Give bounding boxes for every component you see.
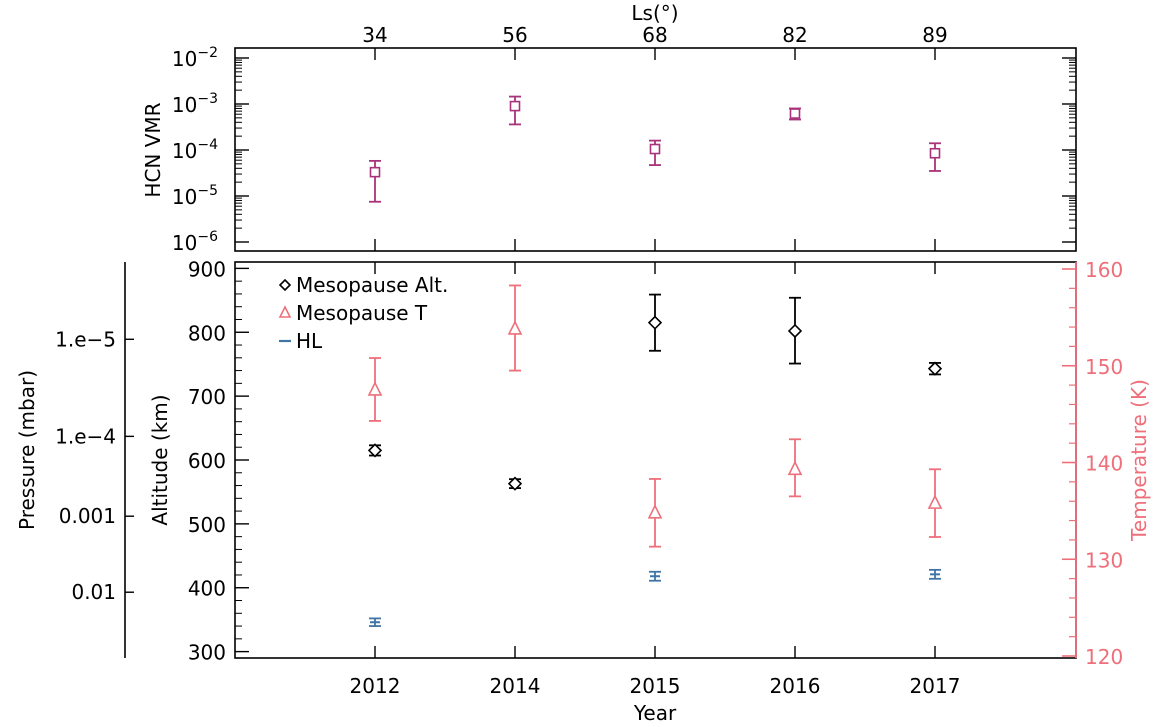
year-axis: 2012 2014 2015 2016 2017 [350,262,961,698]
hcn-marker [509,100,521,112]
triangle-marker [787,460,803,476]
triangle-marker [647,504,663,519]
hcn-point [649,139,661,166]
altitude-tick-label: 300 [188,641,226,665]
legend-item: Mesopause Alt. [278,273,448,297]
mesopause-temperature-point [507,284,523,372]
hl-point [649,570,661,582]
ls-tick-label: 82 [782,23,807,47]
hcn-panel: 10−2 10−3 10−4 10−5 10−6 34 56 68 82 89 Ls(°) HC… [141,1,1077,255]
year-tick-label: 2012 [350,674,401,698]
year-tick-label: 2017 [910,674,961,698]
hcn-y-tick-label: 10−4 [172,137,218,163]
legend-diamond-marker [278,278,292,292]
ls-axis-title: Ls(°) [631,1,678,25]
temperature-tick-label: 130 [1085,548,1123,572]
hcn-marker [929,147,941,159]
legend-item: HL [279,329,323,353]
ls-tick-label: 34 [362,23,387,47]
hcn-y-tick-label: 10−3 [172,91,218,117]
hcn-y-tick-label: 10−6 [172,229,218,255]
mesopause-temperature-point [927,468,943,538]
temperature-axis-title: Temperature (K) [1127,379,1151,542]
hcn-point [929,142,941,172]
hl-point [369,617,381,627]
altitude-axis-title: Altitude (km) [148,394,172,525]
ls-tick-label: 56 [502,23,527,47]
year-tick-label: 2016 [770,674,821,698]
altitude-tick-label: 600 [188,449,226,473]
diamond-marker [787,323,803,339]
altitude-tick-label: 800 [188,321,226,345]
hcn-y-tick-labels: 10−2 10−3 10−4 10−5 10−6 [172,45,218,255]
temperature-tick-label: 120 [1085,645,1123,669]
legend-label: Mesopause Alt. [296,273,448,297]
mesopause-altitude-point [647,293,663,352]
pressure-tick-label: 0.01 [71,580,116,604]
altitude-axis: 300 400 500 600 700 800 900 [188,257,249,665]
mesopause-altitude-point [927,361,943,376]
altitude-tick-label: 900 [188,257,226,281]
hcn-point [789,107,801,121]
legend-label: Mesopause T [296,301,428,325]
legend-triangle-marker [278,305,292,318]
temperature-tick-label: 160 [1085,258,1123,282]
hcn-tick-marks [235,48,1076,251]
altitude-tick-label: 700 [188,385,226,409]
hcn-y-tick-label: 10−2 [172,45,218,71]
mesopause-altitude-point [367,443,383,458]
year-tick-label: 2015 [630,674,681,698]
diamond-marker [367,443,383,458]
diamond-marker [507,476,523,491]
mesopause-altitude-point [507,476,523,491]
hcn-y-tick-label: 10−5 [172,183,218,209]
hcn-y-axis-title: HCN VMR [141,102,165,197]
mesopause-temperature-point [367,357,383,422]
mesopause-temperature-point [787,438,803,498]
temperature-tick-label: 150 [1085,355,1123,379]
mesopause-temperature-point [647,478,663,548]
triangle-marker [367,381,383,396]
mesopause-series [367,284,943,627]
pressure-tick-label: 1.e−5 [55,327,116,351]
ls-tick-label: 89 [922,23,947,47]
altitude-tick-label: 500 [188,513,226,537]
hcn-marker [369,166,381,178]
altitude-tick-label: 400 [188,577,226,601]
pressure-tick-label: 0.001 [59,504,116,528]
triangle-marker [507,320,523,335]
mesopause-panel: 300 400 500 600 700 800 900 120 130 140 150 160 1.… [15,257,1151,725]
hcn-marker [649,143,661,155]
pressure-tick-label: 1.e−4 [55,424,116,448]
hcn-series [369,95,941,203]
diamond-marker [647,315,663,330]
ls-tick-label: 68 [642,23,667,47]
hl-point [929,568,941,580]
temperature-tick-label: 140 [1085,452,1123,476]
pressure-axis: 1.e−5 1.e−4 0.001 0.01 [55,262,134,658]
temperature-axis: 120 130 140 150 160 [1062,258,1123,669]
ls-tick-labels: 34 56 68 82 89 [362,23,947,47]
year-axis-title: Year [633,701,677,725]
diamond-marker [927,361,943,376]
legend-label: HL [296,329,323,353]
hcn-marker [789,108,801,119]
legend: Mesopause Alt. Mesopause T HL [278,273,448,353]
mesopause-altitude-point [787,296,803,365]
year-tick-label: 2014 [490,674,541,698]
triangle-marker [927,494,943,509]
legend-item: Mesopause T [278,301,428,325]
hcn-point [509,95,521,126]
pressure-axis-title: Pressure (mbar) [15,370,39,530]
hcn-point [369,159,381,203]
